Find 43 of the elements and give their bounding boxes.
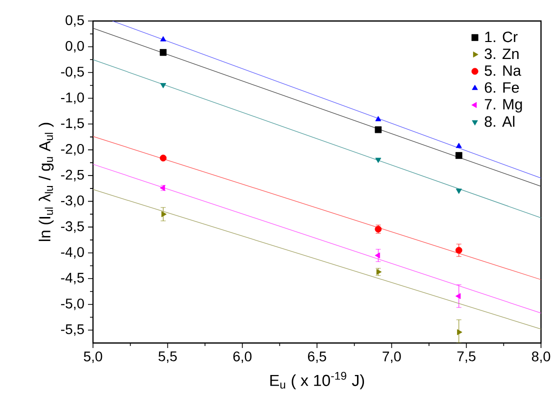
x-tick-label: 7,0 [382,352,401,364]
legend-label: 1. Cr [485,32,518,42]
point [457,329,462,336]
y-tick-label: -2,0 [61,144,84,156]
y-tick-label: -4,0 [61,247,84,259]
x-tick-label: 7,5 [457,352,476,363]
y-tick-label: -5,5 [61,324,84,336]
y-tick-label: -3,0 [61,196,84,208]
point [456,142,462,148]
x-tick-label: 6,5 [308,352,326,364]
x-tick-label: 5,5 [158,352,177,363]
y-tick-label: -1,5 [61,118,84,130]
x-axis-title: E$_{u}$ ( x 10$^{-19}$ J) [270,372,364,390]
legend-label: 5. Na [484,65,522,76]
point [160,154,167,162]
point [375,158,382,163]
y-tick-label: -5,0 [61,298,84,310]
point [160,36,166,42]
legend-label: 6. Fe [484,82,519,93]
y-tick-label: -0,5 [61,66,84,78]
point [455,152,462,159]
y-tick-label: -3,5 [61,221,84,233]
y-tick-label: 0,0 [66,40,84,53]
x-tick-label: 5,0 [84,352,102,364]
x-tick-label: 6,0 [233,352,252,364]
point [374,126,382,134]
y-tick-label: -4,5 [61,272,84,284]
point [160,83,166,88]
point [374,252,380,258]
legend-label: 3. Zn [484,48,519,60]
point [456,188,462,194]
point [161,211,167,218]
y-tick-label: -2,5 [61,170,84,182]
text: ln (I$_{ul}$ λ$_{lu}$ / g$_{u}$ A$_{ul}$ ) [38,122,54,242]
x-tick-label: 8,0 [532,352,550,364]
point [455,246,462,254]
legend-label: 7. Mg [484,99,522,112]
legend-label: 8. Al [484,116,514,127]
point [375,116,382,122]
y-tick-label: -1,0 [61,92,84,104]
point [455,293,461,300]
y-tick-label: 0,5 [66,15,84,27]
point [160,49,167,56]
